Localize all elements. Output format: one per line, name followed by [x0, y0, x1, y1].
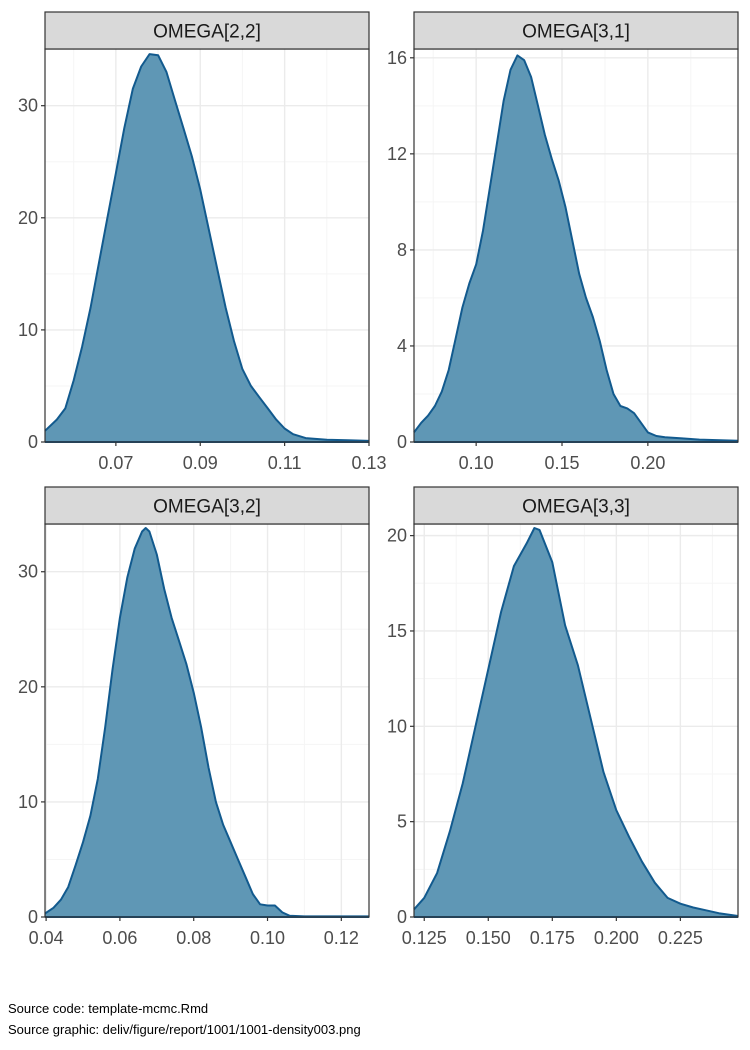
source-graphic-caption: Source graphic: deliv/figure/report/1001… — [8, 1022, 361, 1037]
y-tick-label: 20 — [18, 677, 38, 697]
y-tick-label: 0 — [28, 907, 38, 927]
y-tick-label: 10 — [18, 320, 38, 340]
facet-strip-label: OMEGA[3,1] — [522, 22, 630, 43]
x-tick-label: 0.12 — [324, 928, 359, 948]
x-tick-label: 0.10 — [459, 453, 494, 473]
facet-strip-label: OMEGA[3,3] — [522, 497, 630, 518]
density-line — [413, 527, 739, 917]
y-tick-label: 20 — [18, 208, 38, 228]
facet-strip — [413, 11, 739, 50]
y-tick-label: 30 — [18, 562, 38, 582]
y-tick-label: 0 — [28, 432, 38, 452]
facet-panel: OMEGA[3,3] 0 5 10 15 20 0.125 0.150 0.175 0.200 0.… — [387, 486, 739, 948]
source-code-caption: Source code: template-mcmc.Rmd — [8, 1001, 209, 1016]
x-tick-label: 0.150 — [466, 928, 511, 948]
y-tick-label: 15 — [387, 621, 407, 641]
y-tick-label: 16 — [387, 48, 407, 68]
density-line — [44, 527, 369, 918]
y-tick-label: 8 — [397, 240, 407, 260]
facet-strip — [413, 486, 739, 525]
x-tick-label: 0.11 — [268, 453, 302, 473]
y-tick-label: 20 — [387, 526, 407, 546]
x-tick-label: 0.07 — [98, 453, 133, 473]
x-tick-label: 0.13 — [351, 453, 386, 473]
x-tick-label: 0.20 — [630, 453, 665, 473]
y-tick-label: 12 — [387, 144, 407, 164]
facet-panel: OMEGA[2,2] 0 10 20 30 0.07 0.09 0.11 0.13 — [18, 11, 387, 473]
x-tick-label: 0.125 — [402, 928, 447, 948]
x-tick-label: 0.10 — [250, 928, 285, 948]
facet-strip — [44, 486, 370, 525]
x-tick-label: 0.09 — [183, 453, 218, 473]
density-area — [414, 55, 738, 443]
facet-strip-label: OMEGA[3,2] — [153, 497, 261, 518]
density-area — [414, 528, 738, 917]
y-tick-label: 0 — [397, 907, 407, 927]
x-tick-label: 0.175 — [530, 928, 575, 948]
y-tick-label: 0 — [397, 432, 407, 452]
y-tick-label: 10 — [387, 716, 407, 736]
y-tick-label: 10 — [18, 792, 38, 812]
density-area — [45, 54, 369, 442]
y-tick-label: 4 — [397, 336, 407, 356]
facet-panel: OMEGA[3,2] 0 10 20 30 0.04 0.06 0.08 0.10 0.12 — [18, 486, 370, 948]
density-area — [45, 528, 369, 917]
facet-strip — [44, 11, 370, 50]
y-tick-label: 5 — [397, 812, 407, 832]
facet-panel: OMEGA[3,1] 0 4 8 12 16 0.10 0.15 0.20 — [387, 11, 739, 473]
x-tick-label: 0.04 — [29, 928, 64, 948]
x-tick-label: 0.06 — [102, 928, 137, 948]
x-tick-label: 0.08 — [176, 928, 211, 948]
facet-strip-label: OMEGA[2,2] — [153, 22, 261, 43]
density-line — [413, 54, 739, 442]
x-tick-label: 0.200 — [594, 928, 639, 948]
x-tick-label: 0.225 — [658, 928, 703, 948]
x-tick-label: 0.15 — [544, 453, 579, 473]
y-tick-label: 30 — [18, 96, 38, 116]
density-line — [44, 53, 370, 442]
